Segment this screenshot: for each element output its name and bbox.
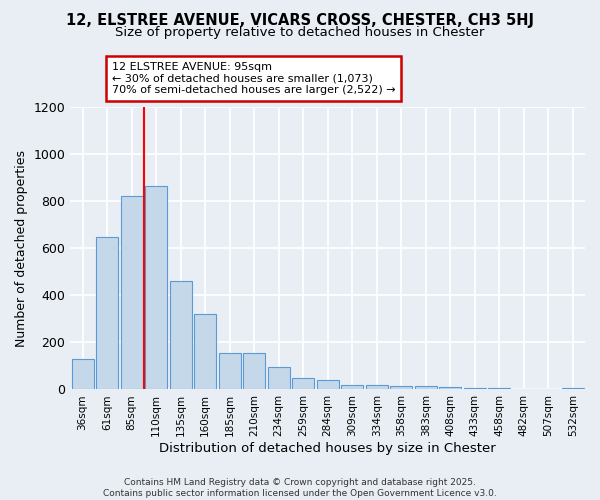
X-axis label: Distribution of detached houses by size in Chester: Distribution of detached houses by size …	[159, 442, 496, 455]
Text: Size of property relative to detached houses in Chester: Size of property relative to detached ho…	[115, 26, 485, 39]
Text: 12 ELSTREE AVENUE: 95sqm
← 30% of detached houses are smaller (1,073)
70% of sem: 12 ELSTREE AVENUE: 95sqm ← 30% of detach…	[112, 62, 395, 95]
Bar	[145, 186, 167, 390]
Bar	[464, 388, 486, 390]
Bar	[170, 281, 191, 390]
Bar	[512, 389, 535, 390]
Bar	[439, 387, 461, 390]
Text: 12, ELSTREE AVENUE, VICARS CROSS, CHESTER, CH3 5HJ: 12, ELSTREE AVENUE, VICARS CROSS, CHESTE…	[66, 12, 534, 28]
Bar	[71, 359, 94, 390]
Bar	[317, 380, 338, 390]
Bar	[292, 378, 314, 390]
Bar	[488, 388, 510, 390]
Bar	[194, 314, 216, 390]
Bar	[341, 384, 363, 390]
Bar	[121, 196, 143, 390]
Bar	[390, 386, 412, 390]
Bar	[243, 353, 265, 390]
Y-axis label: Number of detached properties: Number of detached properties	[15, 150, 28, 346]
Bar	[365, 384, 388, 390]
Text: Contains HM Land Registry data © Crown copyright and database right 2025.
Contai: Contains HM Land Registry data © Crown c…	[103, 478, 497, 498]
Bar	[96, 238, 118, 390]
Bar	[562, 388, 584, 390]
Bar	[218, 353, 241, 390]
Bar	[537, 389, 559, 390]
Bar	[415, 386, 437, 390]
Bar	[268, 367, 290, 390]
